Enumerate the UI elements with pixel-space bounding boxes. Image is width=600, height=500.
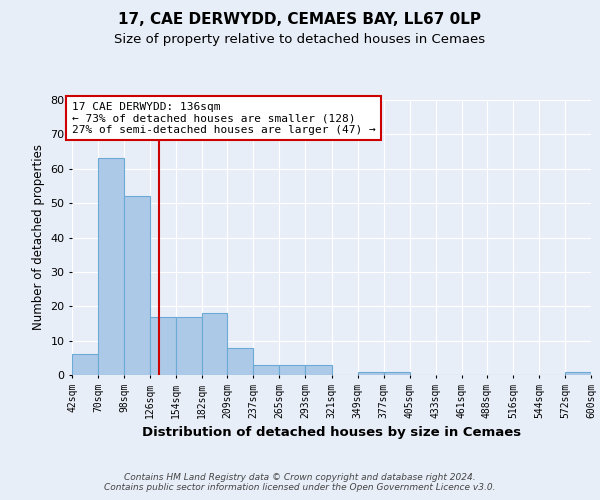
Bar [227, 348, 253, 375]
Text: Contains HM Land Registry data © Crown copyright and database right 2024.
Contai: Contains HM Land Registry data © Crown c… [104, 473, 496, 492]
Bar [565, 372, 591, 375]
Bar [358, 372, 383, 375]
Bar [202, 313, 227, 375]
Bar [98, 158, 124, 375]
Bar [305, 364, 331, 375]
Y-axis label: Number of detached properties: Number of detached properties [32, 144, 44, 330]
Bar [72, 354, 98, 375]
Bar [280, 364, 305, 375]
Bar [591, 372, 600, 375]
Text: Size of property relative to detached houses in Cemaes: Size of property relative to detached ho… [115, 32, 485, 46]
Text: 17 CAE DERWYDD: 136sqm
← 73% of detached houses are smaller (128)
27% of semi-de: 17 CAE DERWYDD: 136sqm ← 73% of detached… [72, 102, 376, 135]
Bar [383, 372, 410, 375]
Text: 17, CAE DERWYDD, CEMAES BAY, LL67 0LP: 17, CAE DERWYDD, CEMAES BAY, LL67 0LP [119, 12, 482, 28]
Bar [124, 196, 150, 375]
X-axis label: Distribution of detached houses by size in Cemaes: Distribution of detached houses by size … [142, 426, 521, 439]
Bar [176, 316, 202, 375]
Bar [150, 316, 176, 375]
Bar [253, 364, 280, 375]
